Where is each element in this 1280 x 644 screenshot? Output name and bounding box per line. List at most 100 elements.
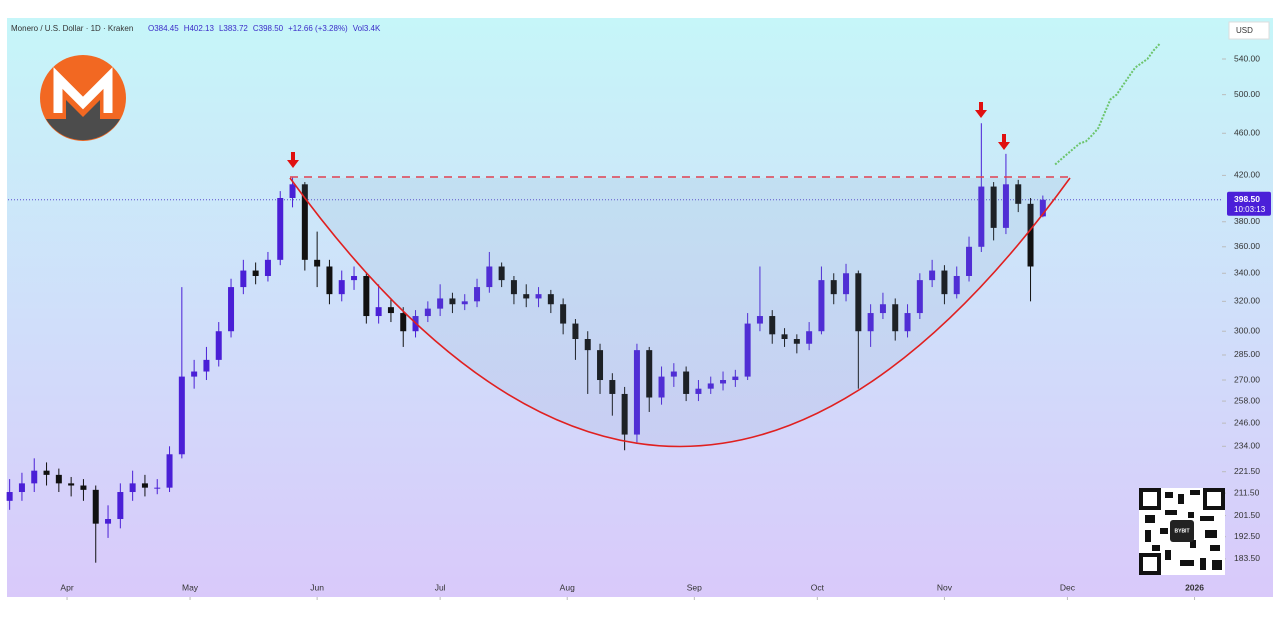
y-tick-label: 320.00: [1234, 296, 1260, 306]
candle-body: [658, 376, 665, 398]
x-tick-label: Sep: [687, 582, 702, 592]
candle-body: [806, 331, 813, 344]
y-tick-label: 258.00: [1234, 395, 1260, 405]
candle-body: [498, 266, 505, 281]
y-tick-label: 192.50: [1234, 531, 1260, 541]
svg-text:BYBIT: BYBIT: [1175, 528, 1190, 534]
monero-logo: [40, 55, 126, 141]
arrow: [998, 134, 1010, 150]
candle-body: [68, 483, 75, 486]
ohlc-value: L383.72: [219, 24, 248, 33]
candle-body: [941, 270, 948, 295]
ohlc-value: C398.50: [253, 24, 284, 33]
candle-body: [301, 184, 308, 260]
x-tick-label: 2026: [1185, 582, 1204, 592]
candle-body: [867, 313, 874, 332]
candle-body: [363, 275, 370, 317]
y-tick-label: 420.00: [1234, 170, 1260, 180]
candle-body: [191, 371, 198, 377]
y-tick-label: 540.00: [1234, 53, 1260, 63]
y-tick-label: 500.00: [1234, 89, 1260, 99]
candle-body: [1039, 199, 1046, 217]
x-tick-label: Dec: [1060, 582, 1076, 592]
candle-body: [314, 259, 321, 267]
candle-body: [18, 483, 25, 493]
candle-body: [6, 492, 13, 501]
candle-body: [953, 275, 960, 295]
candle-body: [240, 270, 247, 288]
candle-body: [670, 371, 677, 377]
candle-body: [572, 323, 579, 340]
candle-body: [535, 294, 542, 299]
candle-body: [277, 197, 284, 260]
candle-body: [793, 339, 800, 344]
candle-body: [1015, 184, 1022, 204]
candle-body: [166, 454, 173, 488]
candle-body: [1027, 203, 1034, 267]
candle-body: [560, 304, 567, 324]
candle-body: [732, 376, 739, 381]
y-tick-label: 340.00: [1234, 268, 1260, 278]
price-label: 398.50: [1234, 194, 1260, 204]
y-tick-label: 270.00: [1234, 374, 1260, 384]
x-tick-label: Nov: [937, 582, 953, 592]
candle-body: [707, 383, 714, 389]
candle-body: [547, 294, 554, 305]
y-tick-label: 201.50: [1234, 510, 1260, 520]
symbol-title: Monero / U.S. Dollar · 1D · Kraken: [11, 24, 133, 33]
arrows: [287, 102, 1010, 168]
candle-body: [92, 489, 99, 524]
candle-body: [437, 298, 444, 309]
candle-body: [289, 184, 296, 198]
y-tick-label: 380.00: [1234, 216, 1260, 226]
candle-body: [338, 280, 345, 295]
y-tick-label: 285.00: [1234, 349, 1260, 359]
candle-body: [597, 350, 604, 381]
candle-body: [978, 186, 985, 247]
candle-body: [510, 280, 517, 295]
candle-body: [80, 485, 87, 490]
candle-body: [879, 304, 886, 314]
currency-box[interactable]: [1228, 21, 1270, 40]
candle-body: [375, 307, 382, 317]
candle-body: [55, 474, 62, 484]
candle-body: [818, 280, 825, 332]
candle-body: [215, 331, 222, 360]
candle-body: [129, 483, 136, 493]
candle-body: [154, 487, 161, 489]
candle-body: [621, 393, 628, 435]
candle-body: [203, 359, 210, 372]
candle-body: [351, 275, 358, 281]
candle-body: [141, 483, 148, 488]
price-label-box: [1227, 191, 1271, 216]
x-tick-label: Jul: [435, 582, 446, 592]
candle-body: [523, 294, 530, 299]
candle-body: [990, 186, 997, 228]
arrow: [287, 152, 299, 168]
candle-body: [1002, 184, 1009, 228]
ohlc-value: Vol3.4K: [353, 24, 381, 33]
candle-body: [904, 313, 911, 332]
x-tick-label: Aug: [560, 582, 575, 592]
candle-body: [424, 308, 431, 317]
candle-body: [461, 301, 468, 305]
candle-body: [892, 304, 899, 332]
qr-code: BYBIT: [1139, 488, 1225, 575]
x-tick-label: Apr: [60, 582, 73, 592]
x-tick-label: May: [182, 582, 199, 592]
candle-body: [744, 323, 751, 377]
candle-body: [855, 273, 862, 332]
candle-body: [966, 246, 973, 276]
candle-body: [400, 313, 407, 332]
candle-body: [769, 316, 776, 335]
y-tick-label: 460.00: [1234, 128, 1260, 138]
candle-body: [449, 298, 456, 305]
candle-body: [646, 350, 653, 398]
candle-body: [929, 270, 936, 281]
y-tick-label: 234.00: [1234, 441, 1260, 451]
y-tick-label: 246.00: [1234, 417, 1260, 427]
candle-body: [31, 470, 38, 484]
candle-body: [117, 492, 124, 520]
candle-body: [609, 380, 616, 394]
